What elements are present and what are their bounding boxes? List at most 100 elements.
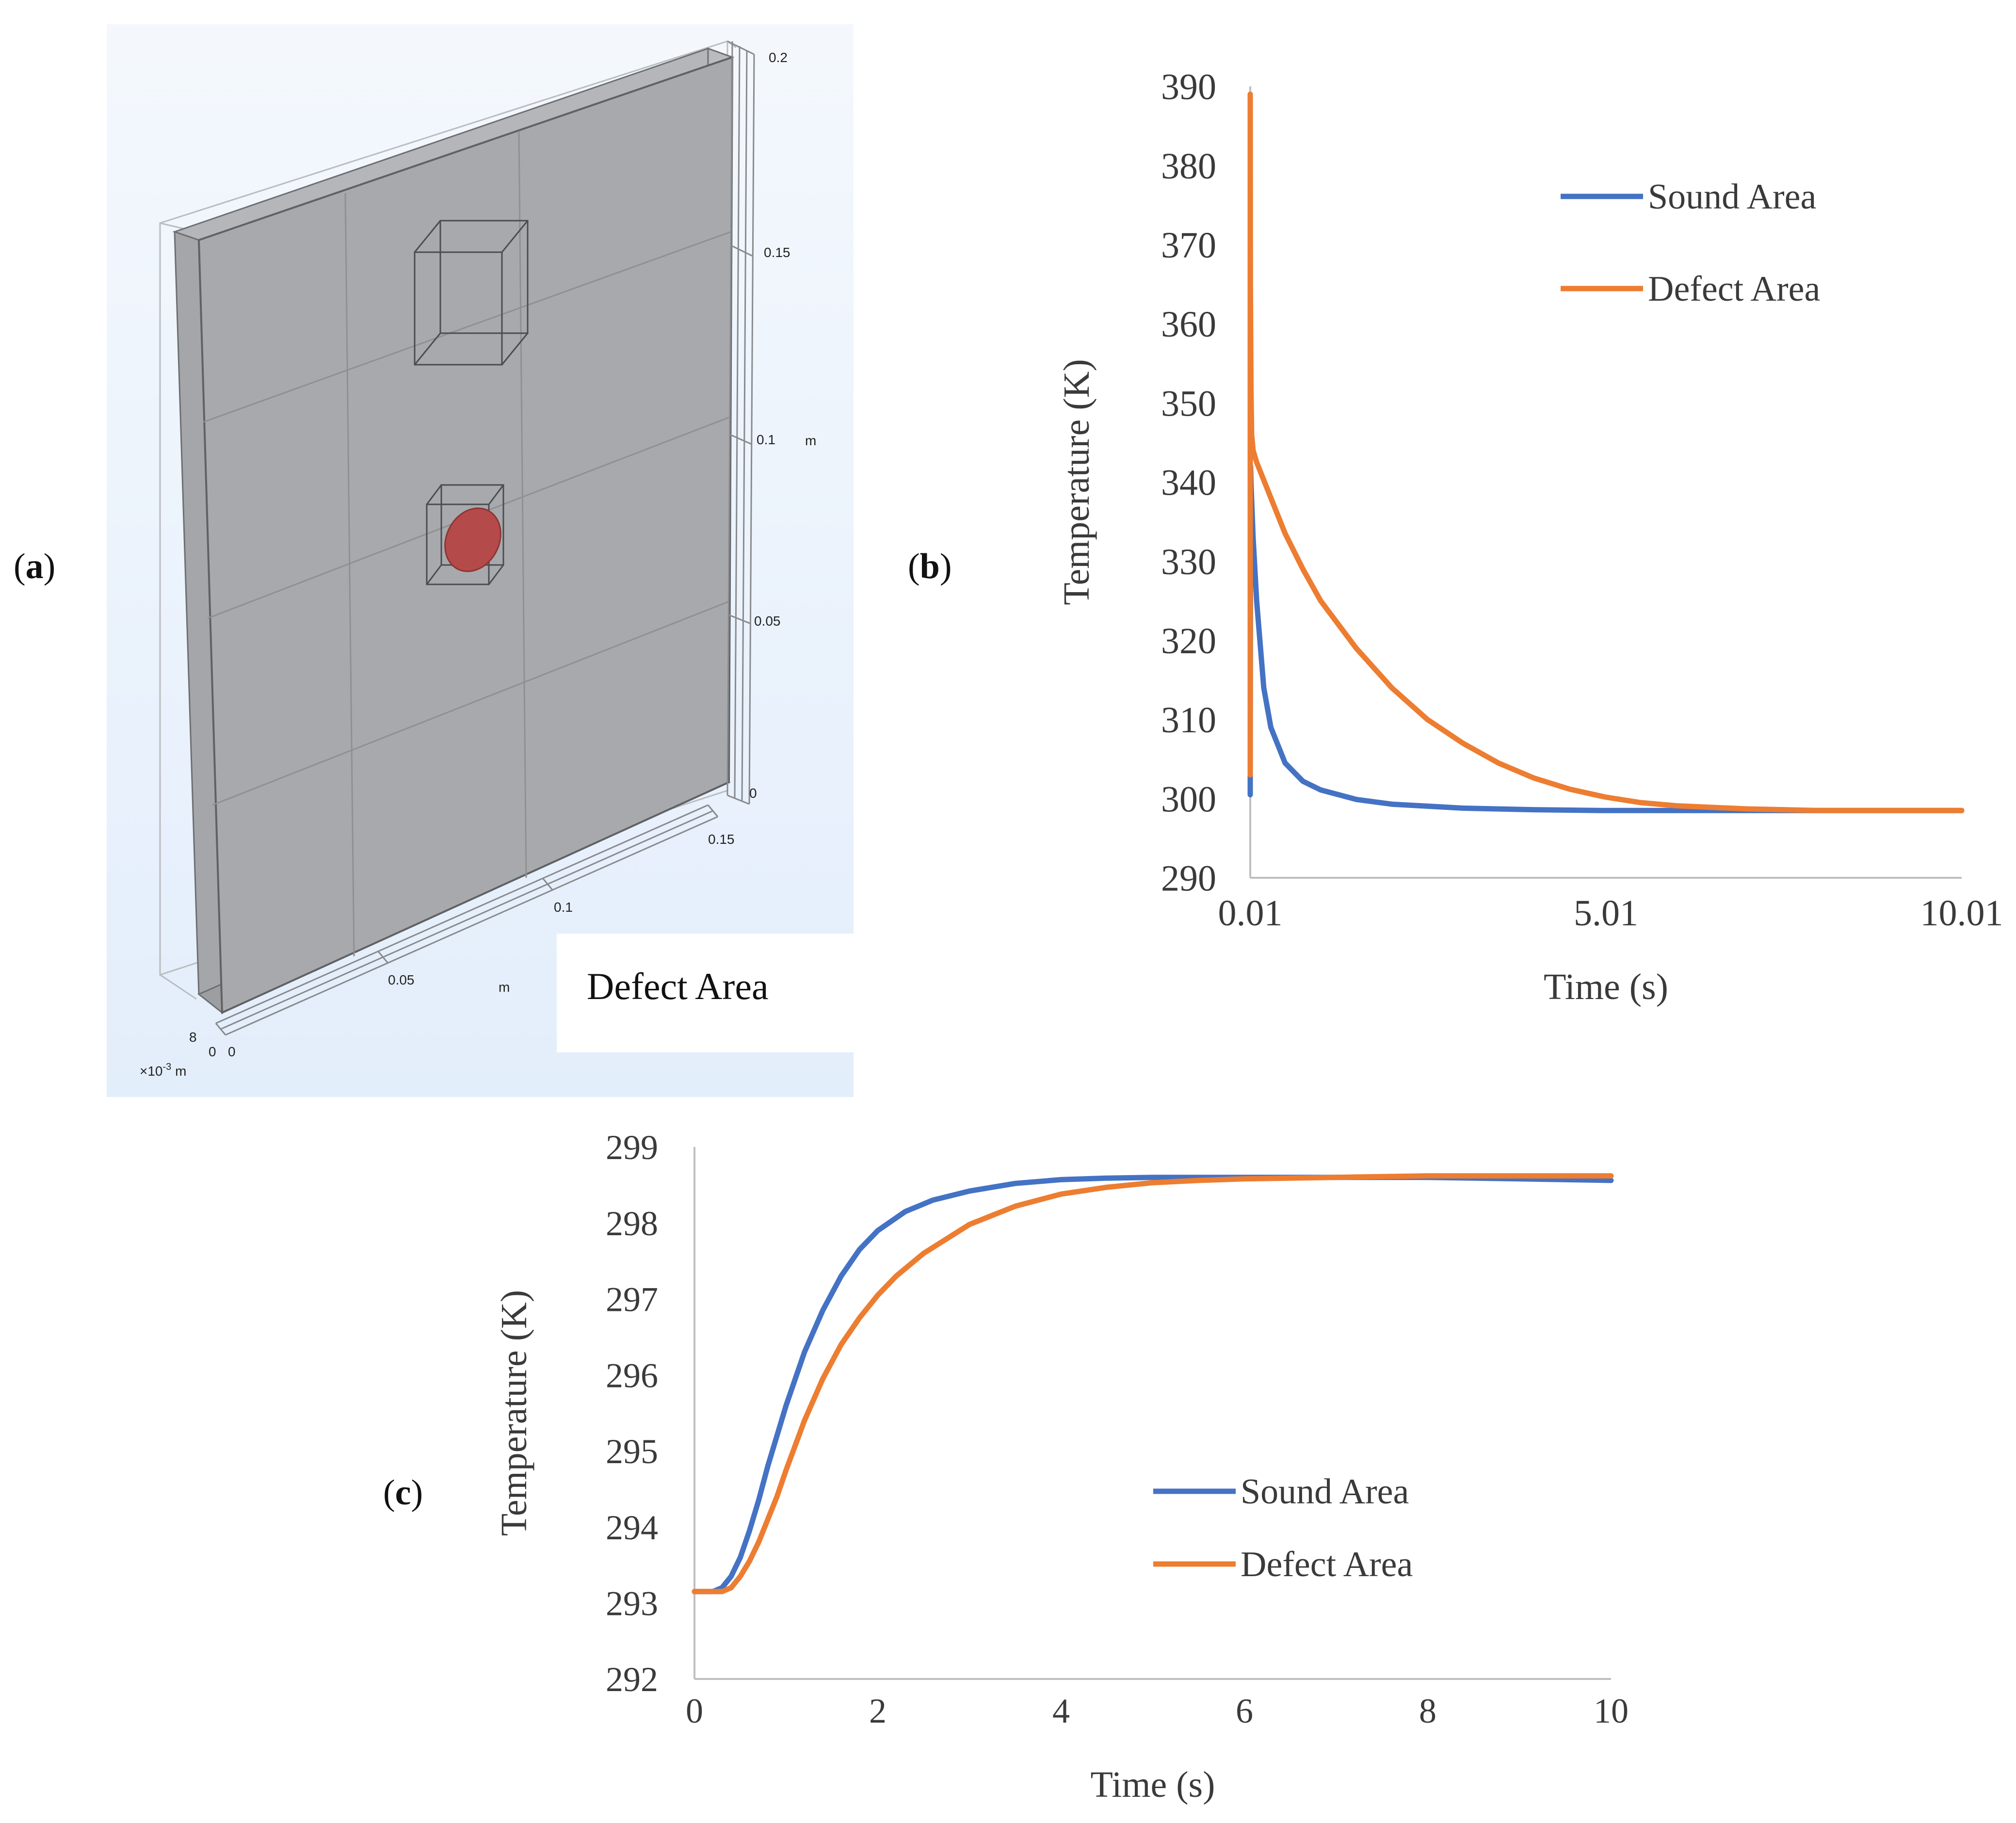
x-tick-label: 0 <box>686 1692 703 1730</box>
depth-tick-label: 0.15 <box>708 832 735 847</box>
defect-box-edge <box>488 565 504 585</box>
legend-label: Defect Area <box>1241 1545 1413 1584</box>
y-tick-label: 390 <box>1161 67 1216 108</box>
y-tick-label: 294 <box>606 1508 658 1547</box>
y-tick-label: 360 <box>1161 304 1216 345</box>
vertical-scale-line <box>741 50 748 802</box>
y-tick-label: 330 <box>1161 542 1216 582</box>
x-tick-label: 10.01 <box>1920 893 2003 934</box>
series-line-defect-area <box>1247 91 1965 813</box>
depth-scale-line <box>220 810 713 1030</box>
plate-grid-line <box>518 131 527 878</box>
defect-box <box>426 484 504 585</box>
y-tick-label: 299 <box>606 1128 658 1167</box>
plate-grid-line <box>212 600 730 806</box>
cad-frame-edge <box>160 974 197 1000</box>
depth-scale-tick <box>215 1023 226 1035</box>
vertical-scale-tick <box>730 244 753 257</box>
y-tick-label: 380 <box>1161 146 1216 187</box>
x-tick-label: 2 <box>869 1692 887 1730</box>
y-tick-label: 298 <box>606 1204 658 1243</box>
plate-grid-line <box>344 193 355 957</box>
thickness-tick-label: 0 <box>209 1044 216 1059</box>
series-line-sound-area <box>1247 463 1965 813</box>
depth-scale-tick <box>377 951 389 964</box>
vertical-scale-cap <box>727 794 750 805</box>
defect-label-box <box>557 934 854 1052</box>
upper-box-back <box>439 220 529 334</box>
y-axis-title: Temperature (K) <box>494 1290 534 1536</box>
vertical-scale-line <box>726 41 733 796</box>
cad-frame-edge <box>160 222 187 230</box>
plate-grid-line <box>203 231 731 423</box>
thickness-unit: ×10-3 m <box>140 1062 186 1079</box>
legend-label: Sound Area <box>1648 177 1816 217</box>
vertical-scale-cap <box>727 40 755 55</box>
y-tick-label: 295 <box>606 1432 658 1471</box>
y-tick-label: 292 <box>606 1660 658 1699</box>
depth-tick-label: 0.05 <box>388 972 415 987</box>
depth-tick-label: 0.1 <box>554 900 573 915</box>
vertical-tick-label: 0.2 <box>769 50 788 65</box>
defect-box-edge <box>488 484 504 505</box>
y-tick-label: 350 <box>1161 383 1216 424</box>
x-tick-label: 0.01 <box>1218 893 1283 934</box>
y-tick-label: 370 <box>1161 225 1216 266</box>
upper-box-edge <box>501 220 529 253</box>
x-tick-label: 10 <box>1594 1692 1629 1730</box>
vertical-scale-line <box>748 54 755 805</box>
y-tick-label: 297 <box>606 1280 658 1319</box>
x-axis-title: Time (s) <box>1544 967 1668 1007</box>
upper-box-edge <box>414 333 441 365</box>
y-axis-title: Temperature (K) <box>1056 359 1097 605</box>
legend-label: Defect Area <box>1648 269 1820 309</box>
vertical-tick-label: 0.05 <box>754 613 781 629</box>
series-line-defect-area <box>692 1173 1614 1595</box>
depth-scale-line <box>215 804 709 1024</box>
y-tick-label: 340 <box>1161 463 1216 503</box>
vertical-tick-label: 0.1 <box>757 432 775 447</box>
y-tick-label: 296 <box>606 1356 658 1395</box>
thickness-tick-label: 8 <box>189 1030 197 1045</box>
x-tick-label: 4 <box>1052 1692 1070 1730</box>
chart-c: 299 298 297 296 295 294 293 292 0 2 4 6 8 10 Time (s) T… <box>494 1128 1629 1805</box>
panel-b-label: (b) <box>908 547 952 586</box>
upper-reference-box <box>414 220 529 366</box>
defect-box-edge <box>426 565 442 585</box>
x-tick-label: 8 <box>1419 1692 1436 1730</box>
vertical-tick-label: 0 <box>749 786 757 801</box>
vertical-tick-label: 0.15 <box>764 245 790 260</box>
legend-label: Sound Area <box>1241 1472 1409 1512</box>
y-tick-label: 310 <box>1161 700 1216 741</box>
y-tick-label: 293 <box>606 1584 658 1623</box>
series-line-sound-area <box>692 1175 1614 1595</box>
panel-c: (c) 299 298 297 296 295 294 293 292 0 2 4 6 8 10 Time … <box>383 1128 1629 1805</box>
panel-b: (b) 390 380 370 360 350 340 330 320 310 300 2900.0… <box>908 67 2003 1007</box>
vertical-scale <box>726 40 755 805</box>
x-tick-label: 6 <box>1236 1692 1253 1730</box>
x-tick-label: 5.01 <box>1574 893 1638 934</box>
vertical-scale-tick <box>728 614 751 625</box>
defect-inclusion <box>444 507 501 572</box>
depth-scale-line <box>225 816 718 1036</box>
upper-box-edge <box>501 333 529 365</box>
depth-tick-label: 0 <box>228 1044 236 1059</box>
depth-scale <box>215 804 719 1036</box>
vertical-scale-tick <box>729 434 752 445</box>
panel-a: (a) <box>14 24 854 1097</box>
y-tick-label: 320 <box>1161 621 1216 661</box>
defect-area-label: Defect Area <box>587 965 769 1007</box>
defect-box-edge <box>426 484 442 505</box>
panel-c-label: (c) <box>383 1473 423 1513</box>
y-tick-label: 290 <box>1161 858 1216 899</box>
y-tick-label: 300 <box>1161 779 1216 820</box>
depth-axis-unit: m <box>499 980 510 995</box>
x-axis-title: Time (s) <box>1091 1764 1215 1805</box>
upper-box-front <box>414 251 503 366</box>
depth-scale-tick <box>707 805 719 817</box>
panel-a-label: (a) <box>14 547 55 586</box>
vertical-scale-line <box>734 46 741 799</box>
upper-box-edge <box>414 220 441 253</box>
depth-scale-tick <box>542 878 554 891</box>
